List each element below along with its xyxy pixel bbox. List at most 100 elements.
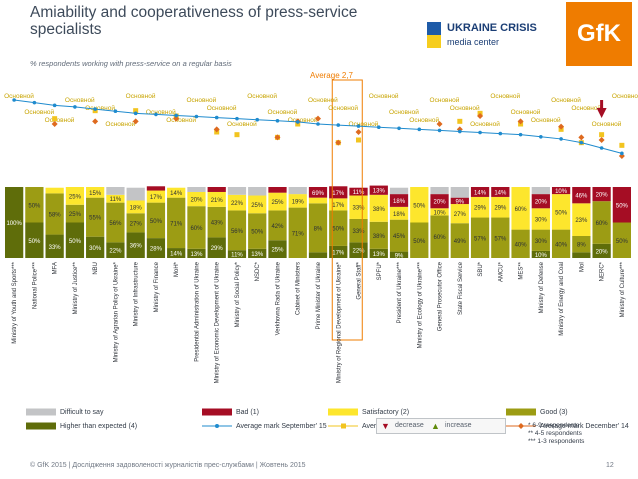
bar-bad <box>531 194 550 209</box>
bar-difficult <box>106 187 125 195</box>
baseline-label: Основной <box>65 96 95 104</box>
bar-value-label: 13% <box>373 252 386 258</box>
bar-good <box>470 217 490 258</box>
bar-value-label: 50% <box>28 203 41 209</box>
legend-marker-dec <box>518 423 524 429</box>
september-point <box>417 127 422 132</box>
bar-good <box>167 197 186 249</box>
decrease-label: decrease <box>395 422 424 429</box>
bar-good <box>45 193 64 235</box>
september-point <box>214 115 219 120</box>
note-3: *** 1-3 respondents <box>528 438 585 445</box>
bar-higher <box>349 242 368 258</box>
bar-good <box>450 223 469 258</box>
bar-value-label: 14% <box>170 191 183 197</box>
bar-satisfactory <box>288 194 307 208</box>
baseline-label: Основной <box>146 108 176 116</box>
category-label: Presidential Administration of Ukraine <box>194 261 200 361</box>
bar-value-label: 69% <box>312 191 325 197</box>
legend-label: Satisfactory (2) <box>362 409 409 416</box>
bar-value-label: 8% <box>577 243 586 249</box>
bar-value-label: 33% <box>353 206 366 212</box>
baseline-label: Основной <box>166 116 196 124</box>
bar-satisfactory <box>308 197 328 204</box>
bar-higher <box>531 250 550 258</box>
bar-good <box>126 213 145 233</box>
bar-value-label: 13% <box>190 252 203 258</box>
increase-label: increase <box>445 422 472 429</box>
baseline-label: Основной <box>45 116 75 124</box>
bar-satisfactory <box>86 187 105 198</box>
chart-subtitle: % respondents working with press-service… <box>30 59 232 68</box>
december-marker <box>436 121 443 127</box>
bar-satisfactory <box>65 187 85 205</box>
baseline-label: Основной <box>267 108 297 116</box>
category-label: SBU* <box>478 261 484 276</box>
bar-value-label: 28% <box>150 247 163 253</box>
bar-value-label: 60% <box>190 226 203 232</box>
bar-bad <box>329 186 348 199</box>
september-point <box>518 132 523 137</box>
bar-bad <box>491 187 510 197</box>
december-marker <box>618 153 625 159</box>
baseline-label: Основной <box>227 120 257 128</box>
bar-value-label: 50% <box>69 239 82 245</box>
bar-value-label: 43% <box>211 221 224 227</box>
chart-title: Amiability and cooperativeness of press-… <box>30 4 358 38</box>
bar-good <box>25 187 44 223</box>
bar-good <box>511 229 530 258</box>
baseline-label: Основной <box>4 92 34 100</box>
category-label: MFA <box>53 262 59 274</box>
baseline-label: Основной <box>247 92 277 100</box>
baseline-label: Основной <box>612 92 638 100</box>
bar-higher <box>86 236 105 258</box>
category-label: AMCU* <box>498 261 504 282</box>
september-point <box>620 151 624 156</box>
bar-difficult <box>126 187 145 201</box>
bar-value-label: 29% <box>494 206 507 212</box>
bar-good <box>410 222 429 258</box>
bar-satisfactory <box>410 187 429 223</box>
bar-satisfactory <box>106 194 125 203</box>
legend-swatch-bad <box>202 408 232 416</box>
baseline-label: Основной <box>85 104 115 112</box>
bar-higher <box>389 251 409 258</box>
september-point <box>356 124 361 128</box>
baseline-label: Основной <box>531 116 561 124</box>
april-marker <box>234 132 240 138</box>
gfk-logo: GfK <box>566 2 632 66</box>
baseline-label: Основной <box>349 120 379 128</box>
bar-value-label: 11% <box>353 190 365 196</box>
bar-good <box>592 201 611 244</box>
baseline-label: Основной <box>186 96 216 104</box>
bar-good <box>308 203 328 253</box>
september-point <box>194 114 199 119</box>
bar-good <box>369 221 388 249</box>
september-point <box>174 113 178 118</box>
category-label: Prime Minister of Ukraine <box>316 261 322 329</box>
bar-bad <box>450 197 469 205</box>
baseline-label: Основной <box>288 116 318 124</box>
category-label: SPFU* <box>377 261 383 280</box>
december-marker <box>274 134 281 141</box>
bar-value-label: 38% <box>373 234 386 240</box>
baseline-label: Основной <box>369 92 399 100</box>
december-marker <box>578 134 585 141</box>
december-marker <box>173 115 180 122</box>
bar-value-label: 22% <box>109 249 122 255</box>
bar-value-label: 18% <box>393 212 406 218</box>
legend-label: Bad (1) <box>236 409 259 416</box>
bar-higher <box>329 245 348 258</box>
bar-satisfactory <box>248 195 267 214</box>
bar-value-label: 60% <box>515 207 528 213</box>
bar-good <box>227 210 247 251</box>
legend-swatch-good <box>506 408 536 416</box>
april-marker <box>52 116 58 122</box>
category-label: NERC* <box>600 261 606 281</box>
september-point <box>336 123 341 127</box>
bar-value-label: 8% <box>314 226 323 232</box>
legend-label: Average mark September' 15 <box>236 423 327 430</box>
bar-value-label: 11% <box>110 197 122 203</box>
bar-higher <box>248 248 267 258</box>
bar-bad <box>592 187 611 202</box>
